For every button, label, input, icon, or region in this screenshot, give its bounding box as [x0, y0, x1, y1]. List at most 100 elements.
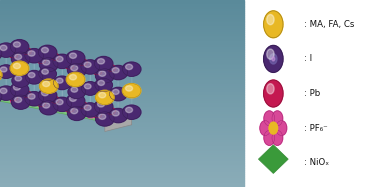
Circle shape [108, 111, 110, 113]
Bar [0, 92, 244, 94]
Circle shape [87, 107, 90, 109]
Circle shape [118, 112, 120, 114]
Circle shape [65, 107, 67, 109]
Bar [0, 133, 244, 135]
Circle shape [71, 65, 78, 71]
Circle shape [61, 104, 64, 106]
Circle shape [103, 117, 105, 119]
Circle shape [39, 58, 42, 60]
Polygon shape [6, 68, 20, 93]
Circle shape [15, 97, 22, 102]
Bar [0, 144, 244, 146]
Bar [0, 172, 244, 174]
Circle shape [79, 105, 82, 107]
Circle shape [70, 105, 73, 107]
Circle shape [88, 106, 91, 108]
Bar [0, 125, 244, 127]
Circle shape [87, 109, 90, 111]
Circle shape [115, 112, 118, 114]
Bar [0, 155, 244, 157]
Circle shape [264, 11, 283, 38]
Circle shape [85, 109, 87, 111]
Circle shape [25, 102, 27, 104]
Circle shape [65, 105, 67, 107]
Circle shape [104, 110, 107, 112]
Bar [0, 168, 244, 170]
Circle shape [23, 101, 26, 103]
Circle shape [109, 112, 112, 114]
Circle shape [90, 115, 92, 117]
Bar [0, 84, 244, 86]
Circle shape [16, 101, 18, 103]
Circle shape [83, 114, 85, 116]
Circle shape [43, 103, 50, 108]
Circle shape [114, 111, 116, 113]
Circle shape [14, 96, 17, 98]
Circle shape [42, 102, 45, 103]
Bar [0, 114, 244, 116]
Circle shape [99, 108, 101, 110]
Bar [0, 176, 244, 178]
Circle shape [39, 97, 42, 99]
Circle shape [10, 40, 29, 54]
Polygon shape [259, 145, 288, 173]
Circle shape [105, 115, 108, 117]
Circle shape [73, 105, 75, 107]
Circle shape [67, 104, 69, 106]
Circle shape [53, 76, 71, 90]
Circle shape [51, 103, 54, 105]
Circle shape [62, 103, 64, 105]
Circle shape [86, 108, 88, 110]
Circle shape [9, 94, 18, 101]
Circle shape [92, 115, 94, 117]
Circle shape [38, 96, 40, 98]
Bar [0, 138, 244, 140]
Polygon shape [48, 52, 76, 79]
Circle shape [79, 102, 87, 109]
Circle shape [33, 96, 35, 98]
Circle shape [11, 95, 30, 109]
Text: : MA, FA, Cs: : MA, FA, Cs [304, 20, 355, 29]
Circle shape [66, 72, 85, 87]
Circle shape [76, 109, 78, 111]
Circle shape [108, 66, 112, 68]
Polygon shape [104, 64, 132, 91]
Circle shape [43, 81, 50, 87]
Circle shape [34, 97, 36, 99]
Bar [0, 50, 244, 52]
Circle shape [59, 101, 62, 103]
Bar [0, 19, 244, 21]
Circle shape [72, 108, 74, 110]
Circle shape [0, 89, 2, 104]
Circle shape [88, 111, 90, 113]
Circle shape [46, 105, 48, 107]
Bar [0, 80, 244, 82]
Bar [0, 58, 244, 60]
Circle shape [107, 108, 115, 114]
Circle shape [110, 87, 127, 101]
Polygon shape [20, 47, 48, 74]
Polygon shape [62, 61, 90, 88]
Circle shape [73, 109, 76, 111]
Circle shape [99, 71, 106, 76]
Polygon shape [34, 74, 76, 83]
Circle shape [81, 114, 83, 116]
Bar [0, 13, 244, 15]
Circle shape [267, 14, 274, 25]
Bar [0, 107, 244, 108]
Bar [0, 137, 244, 138]
Bar [0, 49, 244, 50]
Circle shape [47, 106, 50, 108]
Bar [0, 45, 244, 47]
Circle shape [62, 105, 64, 107]
Bar [0, 159, 244, 161]
Circle shape [104, 116, 107, 118]
Circle shape [38, 45, 57, 59]
Bar [0, 151, 244, 153]
Circle shape [78, 111, 81, 113]
Circle shape [68, 85, 85, 99]
Circle shape [107, 116, 109, 118]
Circle shape [103, 109, 105, 111]
Circle shape [84, 112, 87, 114]
Circle shape [20, 96, 22, 97]
